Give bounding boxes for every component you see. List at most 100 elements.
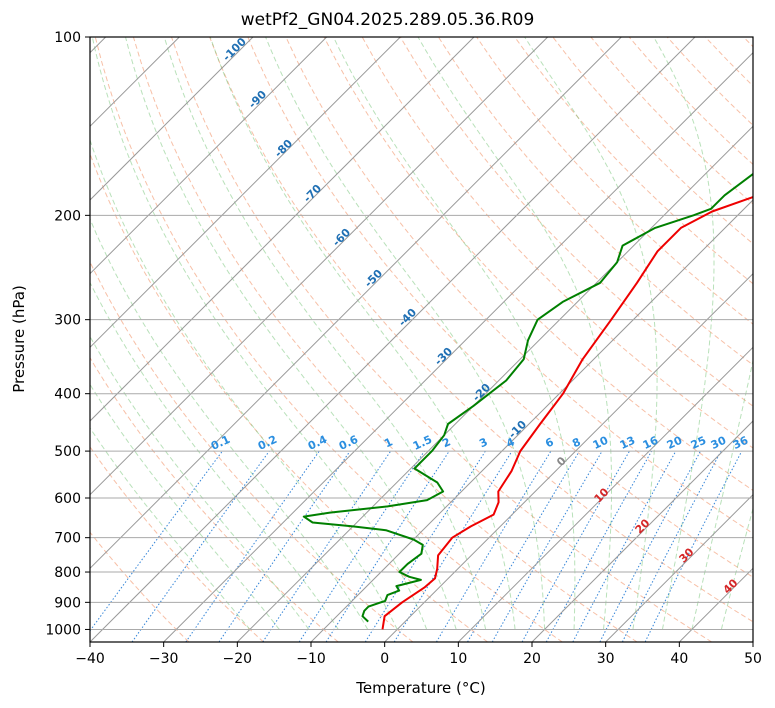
dry-adiabat-label: -80	[272, 137, 295, 160]
isotherm-line	[90, 37, 549, 496]
dry-adiabat-line	[514, 37, 753, 285]
moist-adiabat-line	[90, 281, 339, 630]
x-tick-label: 20	[523, 651, 541, 667]
mixing-ratio-line	[521, 450, 630, 642]
isotherm-line	[90, 37, 475, 422]
isotherm-line	[752, 641, 753, 642]
moist-adiabat-line	[90, 217, 369, 630]
moist-adiabat-line	[720, 506, 753, 630]
mixing-ratio-line	[262, 450, 392, 642]
dry-adiabat-line	[90, 356, 339, 642]
dry-adiabat-line	[323, 37, 753, 491]
dry-adiabat-line	[704, 37, 753, 87]
dry-adiabat-line	[94, 37, 563, 642]
mixing-ratio-line	[393, 450, 513, 642]
isotherm-line	[531, 420, 753, 642]
mixing-ratio-label: 2	[440, 435, 452, 450]
dry-adiabat-line	[285, 37, 753, 535]
moist-adiabat-line	[90, 427, 251, 630]
y-tick-label: 1000	[45, 622, 81, 638]
isotherm-line	[90, 37, 622, 570]
x-tick-label: −10	[296, 651, 326, 667]
dry-adiabat-label: -90	[246, 88, 269, 111]
y-tick-label: 900	[54, 595, 81, 611]
mixing-ratio-label: 0.1	[209, 433, 232, 453]
dry-adiabat-line	[90, 446, 264, 642]
moist-adiabat-line	[653, 37, 715, 630]
mixing-ratio-line	[467, 450, 580, 642]
mixing-ratio-line	[599, 450, 701, 642]
x-tick-label: 50	[744, 651, 762, 667]
isotherm-line	[90, 37, 254, 201]
y-tick-label: 400	[54, 387, 81, 403]
isotherm-line	[90, 37, 401, 349]
mixing-ratio-line	[621, 450, 722, 642]
dry-adiabat-label: -70	[301, 182, 324, 205]
dewpoint-profile-line	[302, 172, 753, 623]
moist-adiabat-line	[524, 37, 658, 630]
mixing-ratio-line	[364, 450, 486, 642]
mixing-ratio-label: 20	[665, 434, 685, 452]
mixing-ratio-label: 3	[477, 435, 489, 450]
x-tick-label: −40	[75, 651, 105, 667]
x-tick-label: −30	[149, 651, 179, 667]
plot-frame	[89, 36, 754, 643]
x-tick-label: −20	[223, 651, 253, 667]
isotherm-line	[90, 37, 696, 642]
x-tick-label: 30	[597, 651, 615, 667]
dry-adiabat-label: -50	[362, 267, 385, 290]
x-tick-label: 40	[670, 651, 688, 667]
mixing-ratio-label: 0.2	[256, 433, 279, 453]
y-axis-label: Pressure (hPa)	[10, 285, 28, 393]
isotherm-line	[678, 567, 753, 642]
mixing-ratio-line	[644, 450, 743, 642]
dry-adiabat-line	[132, 37, 638, 642]
y-tick-label: 200	[54, 208, 81, 224]
mixing-ratio-label: 0.4	[306, 433, 329, 453]
mixing-ratio-label: 36	[731, 434, 751, 452]
dry-adiabat-line	[743, 37, 753, 48]
profile-lines	[302, 172, 753, 630]
mixing-ratio-line	[90, 450, 223, 632]
moist-adiabat-line	[265, 37, 546, 630]
isotherm-line	[90, 37, 328, 275]
dry-adiabat-line	[90, 152, 488, 642]
x-axis-label: Temperature (°C)	[355, 679, 485, 697]
x-tick-label: 10	[449, 651, 467, 667]
dry-adiabat-label: -20	[470, 381, 493, 404]
dry-adiabat-line	[399, 37, 753, 407]
background-lines	[90, 37, 753, 642]
mixing-ratio-label: 10	[591, 434, 611, 452]
y-tick-label: 700	[54, 531, 81, 547]
mixing-ratio-line	[218, 450, 351, 642]
temperature-profile-line	[381, 196, 753, 630]
dry-adiabat-label: -30	[432, 345, 455, 368]
mixing-ratio-label: 30	[709, 434, 729, 452]
moist-adiabat-line	[209, 37, 516, 630]
y-tick-label: 300	[54, 313, 81, 329]
moist-adiabat-label: 10	[592, 485, 612, 505]
mixing-ratio-label: 1	[382, 435, 394, 450]
y-tick-label: 800	[54, 565, 81, 581]
mixing-ratio-line	[131, 450, 270, 642]
moist-adiabat-line	[90, 138, 398, 630]
moist-adiabat-label: 20	[633, 516, 653, 536]
y-tick-label: 500	[54, 444, 81, 460]
dry-adiabat-line	[247, 37, 753, 578]
mixing-ratio-line	[545, 450, 653, 642]
isotherm-line	[457, 346, 753, 642]
dry-adiabat-label: -60	[330, 226, 353, 249]
moist-adiabat-label: 40	[721, 576, 741, 596]
moist-adiabat-line	[691, 358, 753, 630]
axes: −40 −30 −20 −10 0 10 20 30 40 5010020030040050060…	[45, 30, 762, 667]
x-tick-label: 0	[380, 651, 389, 667]
isotherm-line	[605, 493, 753, 642]
moist-adiabat-line	[417, 37, 612, 630]
dry-adiabat-line	[90, 531, 190, 642]
moist-adiabat-line	[90, 335, 310, 630]
mixing-ratio-label: 13	[618, 434, 637, 452]
grid-lines	[90, 37, 753, 642]
mixing-ratio-line	[325, 450, 450, 642]
isotherm-line	[236, 125, 753, 642]
